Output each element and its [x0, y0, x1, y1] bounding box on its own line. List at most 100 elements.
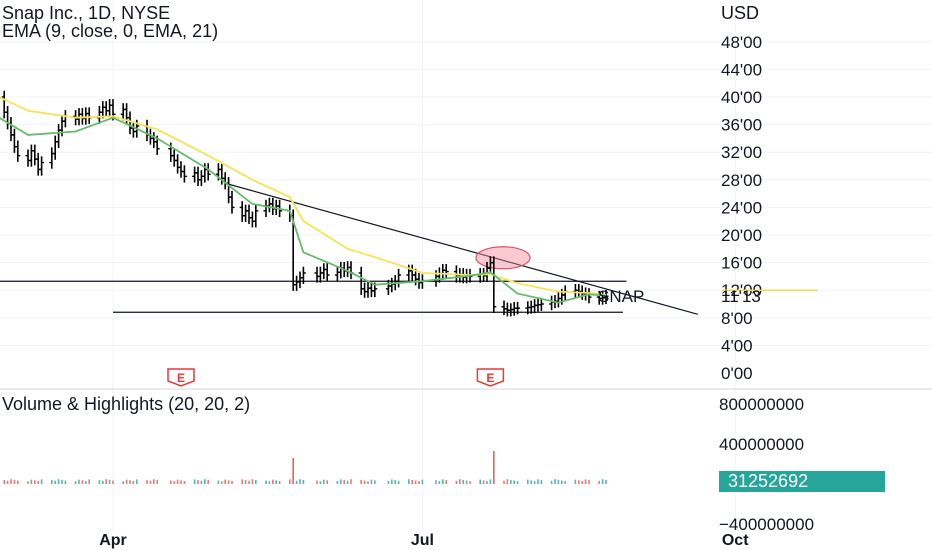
volume-bar [516, 481, 519, 484]
ema-lines [0, 96, 607, 304]
volume-bar [465, 480, 468, 484]
volume-bar [170, 480, 172, 484]
price-bar [603, 289, 609, 304]
volume-bar [414, 480, 417, 484]
volume-bar [489, 479, 492, 484]
volume-bar [183, 480, 186, 484]
volume-bar [350, 479, 352, 484]
volume-bar [323, 479, 325, 484]
earnings-marker[interactable]: E [476, 368, 505, 387]
price-bar [334, 266, 340, 282]
volume-bar [17, 480, 19, 484]
volume-bar [204, 479, 206, 484]
volume-bar [74, 481, 77, 484]
volume-bar [564, 481, 566, 484]
ema-slow-line [0, 96, 607, 296]
y-tick-label: 48'00 [721, 33, 762, 52]
volume-bar [27, 481, 29, 484]
x-tick-label: Apr [99, 532, 127, 549]
volume-bar [493, 451, 495, 484]
volume-bar [506, 479, 509, 484]
y-tick-label: 24'00 [721, 198, 762, 217]
price-bar [345, 261, 351, 278]
highlight-circle[interactable] [475, 246, 531, 270]
volume-bar [255, 479, 257, 484]
volume-bar [533, 480, 536, 484]
annotations [0, 182, 698, 315]
volume-bar [343, 480, 345, 484]
volume-bar [221, 481, 223, 484]
volume-tick-label: −400000000 [719, 515, 814, 534]
grid-lines [0, 0, 932, 530]
volume-bar [360, 479, 362, 484]
price-bar [300, 266, 306, 284]
volume-bar [105, 479, 107, 484]
volume-bar [217, 480, 220, 484]
price-bar [229, 190, 235, 214]
volume-bars [3, 451, 607, 484]
volume-bar [207, 479, 209, 484]
volume-bar [231, 480, 233, 484]
volume-bar [435, 480, 437, 484]
volume-tick-label: 400000000 [719, 435, 804, 454]
volume-bar [81, 480, 84, 484]
volume-bar [268, 481, 271, 484]
volume-bar [537, 479, 539, 484]
price-bar [198, 170, 204, 187]
volume-bar [581, 480, 583, 484]
earnings-label: E [177, 371, 185, 385]
price-bar [181, 165, 187, 183]
y-tick-label: 32'00 [721, 143, 762, 162]
volume-bar [421, 479, 424, 484]
earnings-marker[interactable]: E [167, 368, 195, 387]
volume-bar [125, 479, 128, 484]
volume-bar [394, 480, 396, 484]
price-bar [151, 132, 157, 149]
volume-bar [411, 479, 413, 484]
price-bar [28, 144, 34, 167]
volume-bar [418, 481, 420, 484]
volume-bar [598, 480, 600, 484]
last-price-badge: 11'13 [721, 287, 761, 306]
volume-bar [550, 480, 553, 484]
volume-bar [336, 480, 339, 484]
price-bar [385, 279, 391, 296]
price-bar [348, 261, 354, 280]
volume-bar [122, 481, 124, 484]
y-tick-label: 4'00 [721, 336, 753, 355]
volume-bar [289, 479, 291, 484]
volume-bar [153, 479, 155, 484]
price-bar [39, 156, 45, 176]
volume-bar [346, 480, 349, 484]
volume-bar [224, 479, 226, 484]
volume-bar [503, 480, 505, 484]
volume-bar [588, 480, 590, 484]
volume-bar [455, 480, 458, 484]
volume-bar [479, 479, 481, 484]
price-bar [11, 128, 17, 153]
volume-bar [251, 479, 254, 484]
volume-bar [98, 480, 101, 484]
price-bar [239, 201, 245, 222]
price-bar [297, 271, 303, 289]
volume-bar [510, 479, 512, 484]
trendline[interactable] [225, 182, 698, 315]
volume-bar [295, 480, 298, 484]
price-bar [49, 147, 55, 169]
price-bar [83, 107, 89, 125]
price-bar [178, 161, 184, 178]
indicator-legend: EMA (9, close, 0, EMA, 21) [2, 21, 218, 41]
volume-bar [88, 479, 90, 484]
volume-bar [149, 480, 152, 484]
volume-bar [442, 479, 444, 484]
volume-bar [200, 480, 203, 484]
volume-bar [156, 479, 158, 484]
price-bar [538, 297, 544, 311]
price-bar [317, 266, 323, 283]
volume-bar [316, 480, 318, 484]
volume-bar [438, 480, 441, 484]
volume-bar [605, 479, 607, 484]
volume-bar [132, 480, 135, 484]
volume-tick-label: 800000000 [719, 395, 804, 414]
